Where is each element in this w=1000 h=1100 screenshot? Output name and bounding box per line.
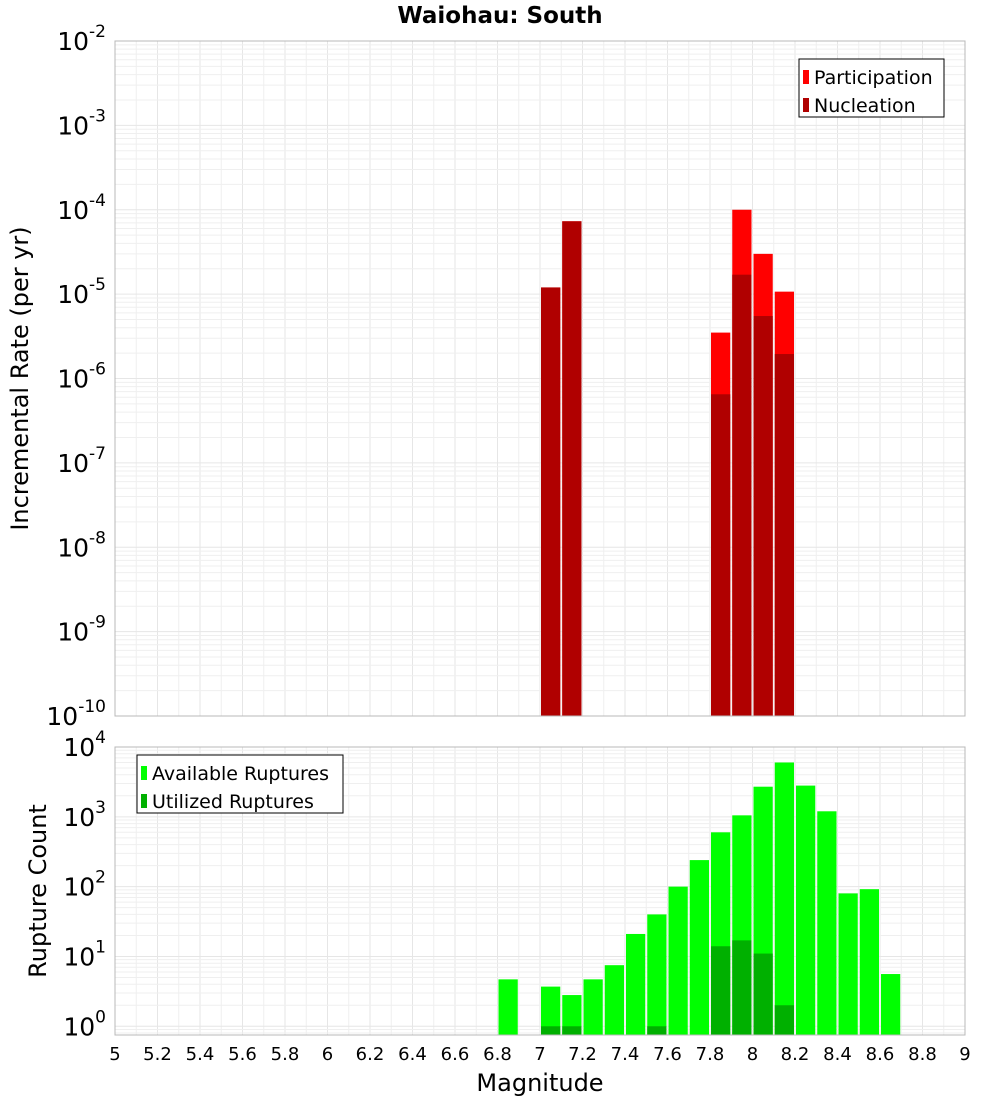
bottom-chart-bar-available-ruptures: [689, 860, 709, 1035]
top-chart-y-tick-label: 10-6: [57, 360, 106, 394]
x-tick-label: 7: [534, 1044, 545, 1065]
x-tick-label: 8: [747, 1044, 758, 1065]
bottom-chart-bar-utilized-ruptures: [774, 1005, 794, 1035]
x-tick-label: 6.4: [398, 1044, 427, 1065]
top-chart-grid: [114, 40, 966, 717]
top-chart-y-axis-label: Incremental Rate (per yr): [6, 226, 34, 530]
bottom-chart-bar-utilized-ruptures: [732, 940, 752, 1035]
x-tick-label: 7.4: [611, 1044, 640, 1065]
x-tick-label: 8.8: [908, 1044, 937, 1065]
chart-title: Waiohau: South: [397, 3, 602, 29]
top-chart-bar-nucleation: [541, 287, 561, 716]
top-chart-legend: Participation Nucleation: [798, 58, 945, 118]
x-tick-label: 5.8: [271, 1044, 300, 1065]
bottom-chart-bar-available-ruptures: [774, 762, 794, 1035]
x-tick-label: 5.4: [186, 1044, 215, 1065]
top-chart-legend-label-nucleation: Nucleation: [814, 95, 916, 117]
top-chart-bar-nucleation: [753, 316, 773, 716]
x-tick-label: 6.2: [356, 1044, 385, 1065]
bottom-chart-bar-available-ruptures: [562, 995, 582, 1035]
bottom-chart-y-axis-label: Rupture Count: [24, 804, 52, 978]
x-tick-label: 7.2: [568, 1044, 597, 1065]
top-chart-y-tick-label: 10-5: [57, 275, 106, 309]
bottom-chart-y-tick-label: 104: [63, 728, 106, 762]
bottom-chart-bar-utilized-ruptures: [753, 953, 773, 1035]
bottom-chart-y-tick-label: 102: [63, 868, 106, 902]
bottom-chart-bar-utilized-ruptures: [711, 946, 731, 1035]
top-chart-y-tick-label: 10-10: [46, 697, 106, 731]
bottom-chart-bar-available-ruptures: [881, 974, 901, 1035]
x-tick-label: 9: [959, 1044, 970, 1065]
top-chart-bar-nucleation: [774, 354, 794, 716]
top-chart-legend-label-participation: Participation: [814, 67, 933, 89]
x-axis-label: Magnitude: [476, 1069, 603, 1097]
x-tick-label: 8.2: [781, 1044, 810, 1065]
bottom-chart-bar-available-ruptures: [583, 979, 603, 1035]
bottom-chart-bar-utilized-ruptures: [541, 1026, 561, 1035]
top-chart-y-tick-label: 10-4: [57, 191, 106, 225]
x-tick-label: 5: [109, 1044, 120, 1065]
bottom-chart-bar-available-ruptures: [541, 986, 561, 1035]
x-tick-label: 8.4: [823, 1044, 852, 1065]
bottom-chart-y-tick-label: 103: [63, 798, 106, 832]
top-chart-bar-nucleation: [711, 394, 731, 716]
bottom-chart-y-tick-label: 100: [63, 1007, 106, 1041]
top-chart-bar-nucleation: [562, 221, 582, 716]
top-chart-y-tick-label: 10-7: [57, 444, 106, 478]
bottom-chart-legend-swatch-available-ruptures: [141, 766, 147, 780]
x-tick-label: 8.6: [866, 1044, 895, 1065]
bottom-chart-bar-utilized-ruptures: [562, 1026, 582, 1035]
bottom-chart-legend-swatch-utilized-ruptures: [141, 794, 147, 808]
top-chart-series-nucleation: [541, 221, 794, 716]
bottom-chart-legend-label-available-ruptures: Available Ruptures: [152, 763, 329, 785]
bottom-chart-bar-utilized-ruptures: [647, 1026, 667, 1035]
top-chart-y-tick-label: 10-8: [57, 528, 106, 562]
bottom-chart-bar-available-ruptures: [647, 914, 667, 1035]
top-chart-bar-nucleation: [732, 274, 752, 716]
x-tick-label: 5.2: [143, 1044, 172, 1065]
x-tick-label: 7.8: [696, 1044, 725, 1065]
bottom-chart-frame: [114, 746, 966, 1036]
x-tick-label: 6: [322, 1044, 333, 1065]
x-tick-label: 6.8: [483, 1044, 512, 1065]
bottom-chart-bar-available-ruptures: [796, 785, 816, 1035]
bottom-chart-bar-available-ruptures: [626, 933, 646, 1035]
top-chart-y-tick-label: 10-2: [57, 22, 106, 56]
x-tick-label: 6.6: [441, 1044, 470, 1065]
bottom-chart-bar-available-ruptures: [859, 889, 879, 1035]
bottom-chart-bar-available-ruptures: [817, 811, 837, 1035]
top-chart-legend-swatch-participation: [803, 70, 809, 84]
top-chart-legend-box: [798, 58, 945, 118]
bottom-chart-y-tick-label: 101: [63, 937, 106, 971]
bottom-chart-legend: Available Ruptures Utilized Ruptures: [136, 754, 344, 814]
bottom-chart-legend-label-utilized-ruptures: Utilized Ruptures: [152, 791, 314, 813]
bottom-chart-bar-available-ruptures: [604, 965, 624, 1035]
x-tick-label: 7.6: [653, 1044, 682, 1065]
bottom-chart-series-utilized-ruptures: [541, 940, 794, 1035]
top-chart-y-tick-label: 10-9: [57, 613, 106, 647]
top-chart-y-tick-label: 10-3: [57, 106, 106, 140]
x-tick-label: 5.6: [228, 1044, 257, 1065]
top-chart-legend-swatch-nucleation: [803, 98, 809, 112]
bottom-chart-legend-box: [136, 754, 344, 814]
bottom-chart-bar-available-ruptures: [498, 979, 518, 1035]
bottom-chart-bar-available-ruptures: [838, 893, 858, 1035]
top-chart-frame: [114, 40, 966, 717]
bottom-chart-bar-available-ruptures: [668, 886, 688, 1035]
bottom-chart-series-available-ruptures: [498, 762, 901, 1035]
